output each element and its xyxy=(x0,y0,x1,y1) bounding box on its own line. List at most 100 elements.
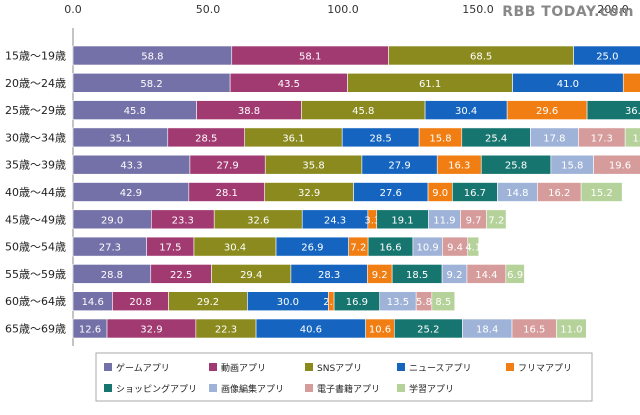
data-label: 16.2 xyxy=(548,188,570,199)
bar-segment xyxy=(586,100,640,120)
category-label: 40歳～44歳 xyxy=(5,186,66,199)
legend-swatch xyxy=(305,384,313,392)
data-label: 58.1 xyxy=(299,52,321,63)
legend-label: 電子書籍アプリ xyxy=(317,383,380,395)
data-label: 28.5 xyxy=(195,133,217,144)
data-label: 45.8 xyxy=(124,106,146,117)
data-label: 38.8 xyxy=(238,106,260,117)
data-label: 13.7 xyxy=(633,133,640,144)
data-label: 19.6 xyxy=(609,161,631,172)
data-label: 61.1 xyxy=(419,79,441,90)
data-label: 28.5 xyxy=(370,133,392,144)
data-label: 25.8 xyxy=(505,161,527,172)
category-label: 45歳～49歳 xyxy=(5,213,66,226)
data-label: 43.3 xyxy=(120,161,142,172)
legend-swatch xyxy=(305,363,313,371)
data-label: 9.7 xyxy=(466,215,482,226)
bar-segment xyxy=(505,264,525,284)
data-label: 22.3 xyxy=(215,325,237,336)
data-label: 20.8 xyxy=(129,297,151,308)
data-label: 29.2 xyxy=(197,297,219,308)
bar-segment xyxy=(573,45,640,66)
data-label: 18.4 xyxy=(476,325,498,336)
data-label: 16.9 xyxy=(346,297,368,308)
legend-label: 学習アプリ xyxy=(409,383,454,395)
data-label: 5.8 xyxy=(416,297,432,308)
data-label: 12.6 xyxy=(79,325,101,336)
data-label: 27.3 xyxy=(99,243,121,254)
data-label: 22.5 xyxy=(170,270,192,281)
data-label: 17.8 xyxy=(543,133,565,144)
bar-segment xyxy=(580,182,623,202)
legend-swatch xyxy=(209,384,217,392)
data-label: 30.4 xyxy=(455,106,477,117)
data-label: 15.2 xyxy=(591,188,613,199)
legend-box xyxy=(95,352,593,402)
data-label: 7.2 xyxy=(350,243,366,254)
legend-label: SNSアプリ xyxy=(317,363,362,374)
category-label: 50歳～54歳 xyxy=(5,241,66,254)
bar-segment xyxy=(624,127,640,148)
data-label: 17.3 xyxy=(591,133,613,144)
data-label: 32.9 xyxy=(140,325,162,336)
data-label: 28.1 xyxy=(216,188,238,199)
data-label: 25.0 xyxy=(596,52,618,63)
data-label: 10.9 xyxy=(417,243,439,254)
data-label: 24.3 xyxy=(324,215,346,226)
data-label: 14.8 xyxy=(506,188,528,199)
bar-segment xyxy=(467,236,480,257)
data-label: 36.3 xyxy=(625,106,640,117)
data-label: 42.9 xyxy=(120,188,142,199)
legend-label: ショッピングアプリ xyxy=(116,383,197,395)
legend-label: 動画アプリ xyxy=(221,363,266,374)
data-label: 2.1 xyxy=(323,297,339,308)
data-label: 58.8 xyxy=(141,52,163,63)
data-label: 6.9 xyxy=(507,270,523,281)
data-label: 45.8 xyxy=(352,106,374,117)
category-label: 25歳～29歳 xyxy=(5,104,66,117)
data-label: 10.6 xyxy=(369,325,391,336)
data-label: 29.4 xyxy=(240,270,262,281)
legend-label: ニュースアプリ xyxy=(409,363,472,374)
category-label: 60歳～64歳 xyxy=(5,295,66,308)
legend-label: フリマアプリ xyxy=(518,363,572,374)
data-label: 9.2 xyxy=(447,270,463,281)
data-label: 28.8 xyxy=(101,270,123,281)
data-label: 15.8 xyxy=(561,161,583,172)
x-tick-label: 150.0 xyxy=(462,3,494,16)
data-label: 25.4 xyxy=(485,133,507,144)
category-label: 35歳～39歳 xyxy=(5,159,66,172)
data-label: 28.3 xyxy=(318,270,340,281)
category-label: 65歳～69歳 xyxy=(5,323,66,336)
data-label: 14.6 xyxy=(82,297,104,308)
data-label: 43.5 xyxy=(278,79,300,90)
bar-segment xyxy=(622,73,640,93)
data-label: 58.2 xyxy=(140,79,162,90)
data-label: 36.1 xyxy=(282,133,304,144)
data-label: 9.0 xyxy=(432,188,448,199)
legend-label: ゲームアプリ xyxy=(116,362,170,374)
x-tick-label: 50.0 xyxy=(196,3,221,16)
data-label: 23.3 xyxy=(172,215,194,226)
data-label: 29.0 xyxy=(101,215,123,226)
x-tick-label: 200.0 xyxy=(597,3,629,16)
bar-segment xyxy=(486,209,507,230)
data-label: 25.2 xyxy=(417,325,439,336)
x-tick-label: 0.0 xyxy=(64,3,82,16)
data-label: 32.9 xyxy=(298,188,320,199)
watermark: RBB TODAY.com xyxy=(502,4,634,20)
bar-segment xyxy=(593,154,640,175)
legend-swatch xyxy=(397,363,405,371)
category-label: 30歳～34歳 xyxy=(5,131,66,144)
bar-segment xyxy=(431,291,456,312)
legend-swatch xyxy=(209,363,217,371)
data-label: 16.7 xyxy=(464,188,486,199)
data-label: 41.0 xyxy=(557,79,579,90)
data-label: 40.6 xyxy=(300,325,322,336)
data-label: 17.5 xyxy=(159,243,181,254)
legend-swatch xyxy=(397,384,405,392)
data-label: 27.9 xyxy=(216,161,238,172)
data-label: 11.0 xyxy=(560,325,582,336)
data-label: 13.5 xyxy=(387,297,409,308)
